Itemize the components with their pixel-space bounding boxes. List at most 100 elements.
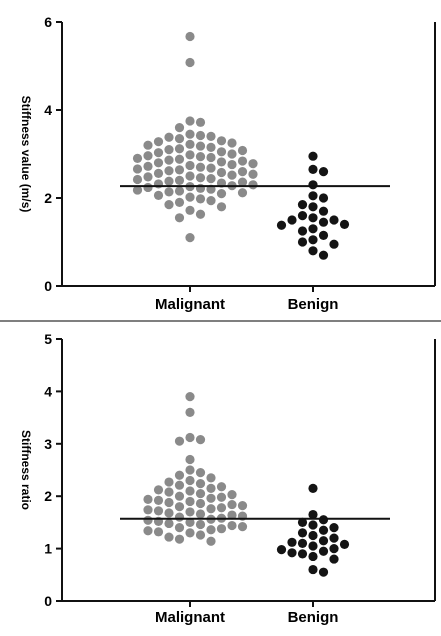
benign-point bbox=[308, 213, 318, 223]
malignant-point bbox=[132, 174, 143, 185]
malignant-point bbox=[132, 185, 143, 195]
malignant-point bbox=[195, 488, 206, 499]
malignant-point bbox=[185, 139, 195, 149]
malignant-point bbox=[216, 202, 227, 212]
malignant-point bbox=[248, 180, 258, 190]
malignant-point bbox=[153, 158, 164, 168]
benign-point bbox=[308, 235, 318, 245]
malignant-point bbox=[153, 485, 164, 495]
benign-point bbox=[297, 517, 308, 528]
malignant-point bbox=[237, 156, 248, 166]
malignant-point bbox=[174, 186, 185, 196]
malignant-point bbox=[206, 504, 216, 514]
benign-point bbox=[297, 528, 308, 538]
benign-point bbox=[297, 237, 308, 247]
malignant-point bbox=[174, 534, 185, 544]
malignant-point bbox=[195, 209, 206, 219]
malignant-point bbox=[164, 176, 174, 186]
x-tick-label: Benign bbox=[288, 609, 339, 626]
malignant-point bbox=[185, 486, 195, 496]
y-tick-label: 2 bbox=[44, 488, 52, 504]
malignant-point bbox=[174, 154, 185, 164]
malignant-point bbox=[195, 117, 206, 127]
malignant-point bbox=[174, 123, 185, 133]
benign-point bbox=[308, 551, 318, 562]
malignant-point bbox=[185, 160, 195, 171]
x-tick-label: Malignant bbox=[155, 296, 225, 313]
benign-point bbox=[297, 211, 308, 221]
benign-point bbox=[329, 554, 339, 564]
malignant-point bbox=[206, 142, 216, 152]
malignant-point bbox=[153, 148, 164, 158]
malignant-point bbox=[195, 173, 206, 183]
malignant-point bbox=[195, 530, 206, 540]
y-axis-label: Stiffness ratio bbox=[19, 430, 33, 510]
malignant-point bbox=[174, 144, 185, 154]
benign-point bbox=[318, 536, 329, 546]
malignant-point bbox=[143, 526, 153, 536]
malignant-point bbox=[185, 407, 195, 417]
benign-point bbox=[318, 525, 329, 535]
malignant-point bbox=[164, 166, 174, 176]
malignant-point bbox=[185, 205, 195, 215]
malignant-point bbox=[237, 167, 248, 177]
benign-point bbox=[308, 564, 318, 575]
malignant-point bbox=[185, 150, 195, 160]
benign-point bbox=[308, 509, 318, 520]
malignant-point bbox=[185, 517, 195, 528]
malignant-point bbox=[153, 506, 164, 516]
malignant-point bbox=[237, 188, 248, 198]
benign-point bbox=[276, 220, 287, 230]
y-tick-label: 4 bbox=[44, 102, 52, 118]
malignant-point bbox=[153, 179, 164, 189]
benign-point bbox=[318, 193, 329, 203]
malignant-point bbox=[185, 116, 195, 126]
malignant-point bbox=[174, 134, 185, 144]
malignant-point bbox=[174, 470, 185, 480]
malignant-point bbox=[227, 138, 237, 148]
benign-point bbox=[297, 538, 308, 548]
y-tick-label: 6 bbox=[44, 14, 52, 30]
malignant-point bbox=[164, 145, 174, 155]
malignant-point bbox=[216, 136, 227, 146]
malignant-point bbox=[216, 147, 227, 157]
y-tick-label: 1 bbox=[44, 541, 52, 557]
malignant-point bbox=[195, 509, 206, 519]
malignant-point bbox=[248, 159, 258, 169]
malignant-point bbox=[185, 57, 195, 68]
malignant-point bbox=[206, 473, 216, 483]
malignant-point bbox=[185, 233, 195, 243]
malignant-point bbox=[216, 492, 227, 502]
malignant-point bbox=[195, 130, 206, 141]
malignant-point bbox=[132, 153, 143, 163]
x-tick-label: Benign bbox=[288, 296, 339, 313]
benign-point bbox=[308, 246, 318, 256]
benign-point bbox=[276, 545, 287, 555]
benign-point bbox=[318, 515, 329, 525]
malignant-point bbox=[185, 129, 195, 139]
benign-point bbox=[339, 539, 350, 550]
benign-point bbox=[297, 226, 308, 236]
malignant-point bbox=[132, 164, 143, 174]
malignant-point bbox=[153, 168, 164, 178]
malignant-point bbox=[143, 515, 153, 525]
benign-point bbox=[308, 164, 318, 174]
benign-point bbox=[297, 549, 308, 559]
benign-point bbox=[318, 230, 329, 240]
malignant-point bbox=[174, 213, 185, 223]
malignant-point bbox=[174, 491, 185, 501]
y-tick-label: 3 bbox=[44, 436, 52, 452]
malignant-point bbox=[174, 502, 185, 512]
benign-point bbox=[318, 250, 329, 260]
malignant-point bbox=[143, 140, 153, 150]
benign-point bbox=[308, 520, 318, 530]
malignant-point bbox=[164, 508, 174, 518]
malignant-point bbox=[195, 141, 206, 151]
malignant-point bbox=[185, 171, 195, 181]
malignant-point bbox=[185, 475, 195, 486]
benign-point bbox=[329, 523, 339, 533]
benign-point bbox=[318, 206, 329, 216]
malignant-point bbox=[174, 165, 185, 175]
malignant-point bbox=[237, 501, 248, 511]
malignant-point bbox=[164, 132, 174, 142]
